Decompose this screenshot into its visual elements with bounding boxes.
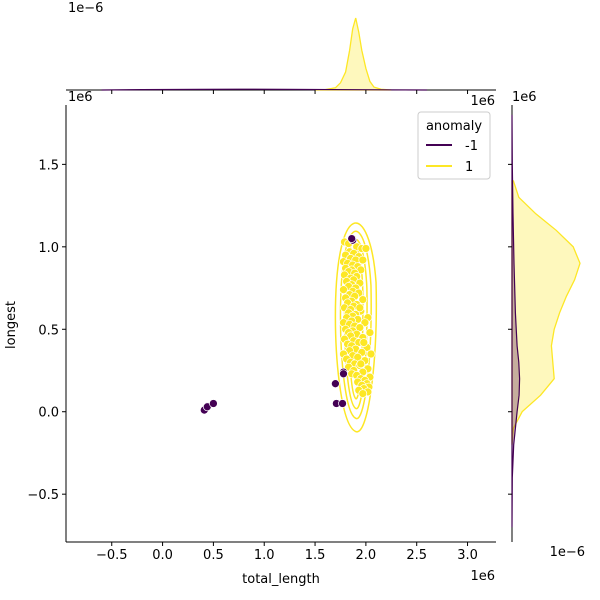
point-anomaly-1 bbox=[361, 244, 371, 253]
point-anomaly-neg1 bbox=[339, 369, 348, 379]
top-density-anomaly-1 bbox=[315, 17, 392, 91]
x-tick-label: 3.0 bbox=[457, 548, 478, 563]
right-density-anomaly-1 bbox=[511, 180, 581, 445]
legend-label-1: 1 bbox=[465, 160, 473, 175]
point-anomaly-1 bbox=[365, 328, 375, 337]
y-tick-label: −0.5 bbox=[27, 488, 59, 503]
y-axis-label: longest bbox=[4, 301, 19, 349]
x-tick-label: 1.5 bbox=[305, 548, 326, 563]
x-tick-label: 2.5 bbox=[406, 548, 427, 563]
legend-label-neg1: -1 bbox=[465, 139, 478, 154]
top-marginal-x-exponent: 1e6 bbox=[470, 94, 495, 109]
y-tick-label: 0.5 bbox=[38, 323, 59, 338]
top-marginal-exponent: 1e−6 bbox=[68, 1, 103, 16]
point-anomaly-1 bbox=[355, 303, 365, 313]
point-anomaly-1 bbox=[366, 349, 376, 359]
point-anomaly-1 bbox=[339, 285, 348, 295]
point-anomaly-1 bbox=[358, 255, 368, 265]
right-density-anomaly-neg1 bbox=[511, 114, 521, 528]
point-anomaly-neg1 bbox=[347, 234, 357, 243]
x-tick-label: −0.5 bbox=[96, 548, 128, 563]
point-anomaly-1 bbox=[358, 295, 368, 304]
main-y-exponent: 1e6 bbox=[68, 90, 93, 105]
top-marginal-density bbox=[66, 17, 496, 91]
x-tick-label: 0.5 bbox=[203, 548, 224, 563]
x-axis-label: total_length bbox=[242, 572, 320, 587]
right-marginal-y-exponent: 1e6 bbox=[512, 90, 537, 105]
y-tick-label: 1.5 bbox=[38, 158, 59, 173]
y-tick-label: 1.0 bbox=[38, 241, 59, 256]
point-anomaly-neg1 bbox=[209, 399, 218, 408]
point-anomaly-1 bbox=[359, 338, 369, 347]
top-density-anomaly-neg1 bbox=[101, 88, 427, 91]
legend: anomaly -1 1 bbox=[417, 111, 491, 180]
point-anomaly-neg1 bbox=[331, 379, 340, 389]
x-tick-label: 0.0 bbox=[152, 548, 173, 563]
point-anomaly-1 bbox=[358, 389, 368, 398]
right-marginal-density bbox=[511, 105, 581, 542]
main-x-exponent: 1e6 bbox=[470, 569, 495, 584]
scatter-points bbox=[199, 234, 376, 415]
x-tick-label: 2.0 bbox=[356, 548, 377, 563]
legend-box bbox=[417, 111, 491, 180]
x-tick-label: 1.0 bbox=[254, 548, 275, 563]
main-scatter-axes: −0.5 0.0 0.5 1.0 1.5 2.0 2.5 3.0 −0.5 0.0 0.5 1.0 1.… bbox=[27, 90, 512, 563]
right-marginal-exponent: 1e−6 bbox=[550, 545, 585, 560]
point-anomaly-1 bbox=[356, 359, 366, 369]
legend-title: anomaly bbox=[426, 119, 482, 134]
point-anomaly-neg1 bbox=[338, 399, 347, 408]
y-tick-label: 0.0 bbox=[38, 406, 59, 421]
